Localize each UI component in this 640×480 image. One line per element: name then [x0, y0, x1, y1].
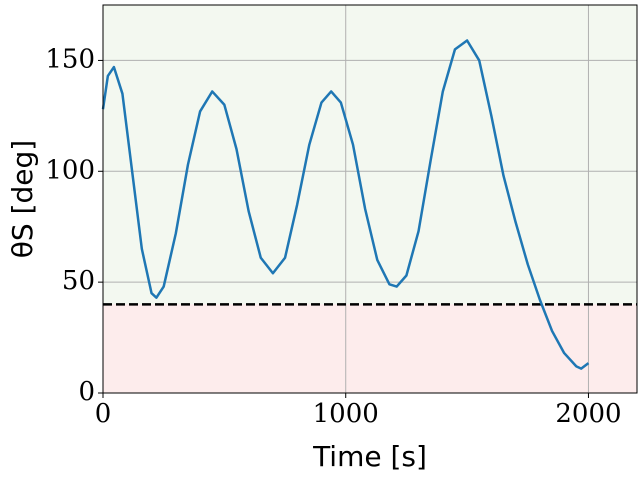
plot-frame — [102, 4, 638, 394]
y-tick-label: 100 — [45, 155, 95, 185]
y-tick-label: 150 — [45, 44, 95, 74]
y-axis-label: θS [deg] — [6, 140, 39, 258]
safe-region — [103, 5, 637, 305]
data-line — [101, 39, 590, 370]
x-tick-label: 2000 — [555, 399, 621, 429]
y-tick-label: 0 — [78, 377, 95, 407]
danger-region — [103, 304, 637, 393]
x-tick-label: 1000 — [313, 399, 379, 429]
y-tick-label: 50 — [62, 266, 95, 296]
x-tick-label: 0 — [95, 399, 112, 429]
x-axis-label: Time [s] — [312, 440, 427, 473]
